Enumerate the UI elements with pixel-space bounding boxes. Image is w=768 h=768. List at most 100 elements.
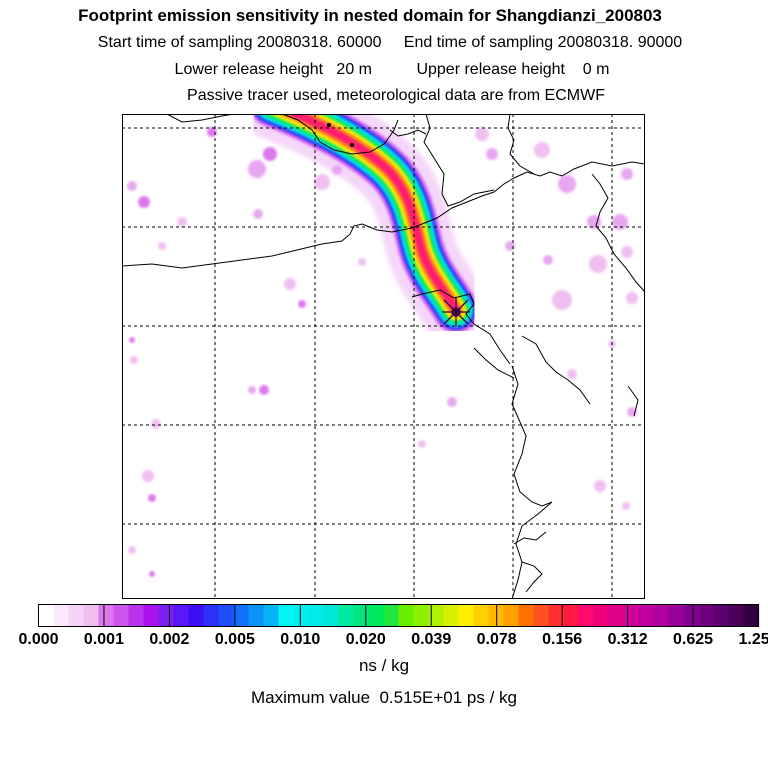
sensitivity-speckle <box>314 174 330 190</box>
sensitivity-speckle <box>534 142 550 158</box>
colorbar-tick-label: 0.312 <box>608 631 648 648</box>
colorbar-cell <box>428 604 445 627</box>
colorbar-unit: ns / kg <box>358 656 410 675</box>
sensitivity-speckle <box>158 242 166 250</box>
sensitivity-speckle <box>148 494 156 502</box>
sensitivity-speckle <box>128 546 136 554</box>
sensitivity-speckle <box>142 470 154 482</box>
sensitivity-speckle <box>127 181 137 191</box>
colorbar-cell <box>473 604 490 627</box>
emission-plume <box>238 114 491 345</box>
sensitivity-speckle <box>587 215 601 229</box>
colorbar-cell <box>203 604 220 627</box>
colorbar-cell <box>638 604 655 627</box>
colorbar-cell <box>683 604 700 627</box>
city-dot <box>350 143 354 147</box>
sensitivity-speckle <box>138 196 150 208</box>
colorbar-cell <box>443 604 460 627</box>
sensitivity-speckle <box>594 480 606 492</box>
sensitivity-speckle <box>263 147 277 161</box>
colorbar-cell <box>593 604 610 627</box>
sensitivity-speckle <box>543 255 553 265</box>
colorbar-cell <box>98 604 115 627</box>
sensitivity-speckle <box>253 209 263 219</box>
colorbar-cell <box>128 604 145 627</box>
colorbar-cell <box>728 604 745 627</box>
colorbar-cell <box>653 604 670 627</box>
map-gridlines <box>122 114 645 599</box>
map-title: Footprint emission sensitivity in nested… <box>78 6 662 25</box>
plume-band <box>285 114 460 314</box>
colorbar-cell <box>188 604 205 627</box>
colorbar-tick-label: 1.250 <box>738 631 768 648</box>
sensitivity-speckle <box>486 148 498 160</box>
colorbar-tick-label: 0.078 <box>477 631 517 648</box>
colorbar-tick-label: 0.020 <box>346 631 386 648</box>
tracer-info-line: Passive tracer used, meteorological data… <box>187 87 605 104</box>
colorbar-cell <box>608 604 625 627</box>
colorbar-cell <box>143 604 160 627</box>
colorbar-cell <box>218 604 235 627</box>
colorbar-tick-label: 0.156 <box>542 631 582 648</box>
colorbar-cell <box>248 604 265 627</box>
colorbar-cell <box>113 604 130 627</box>
colorbar-cell <box>518 604 535 627</box>
colorbar-cell <box>353 604 370 627</box>
sensitivity-speckle <box>622 502 630 510</box>
station-marker-icon <box>442 298 470 326</box>
colorbar-cell <box>293 604 310 627</box>
sensitivity-speckle <box>612 214 628 230</box>
colorbar-tick-label: 0.010 <box>280 631 320 648</box>
sensitivity-speckle <box>552 290 572 310</box>
colorbar-tick-label: 0.002 <box>149 631 189 648</box>
colorbar-tick-labels: 0.000 0.001 0.002 0.005 0.010 0.020 0.039 0.078… <box>18 631 768 648</box>
colorbar-tick-label: 0.000 <box>18 631 58 648</box>
colorbar-tick-label: 0.625 <box>673 631 713 648</box>
sensitivity-speckle <box>259 385 269 395</box>
colorbar-cell <box>368 604 385 627</box>
colorbar-cell <box>53 604 70 627</box>
colorbar-cell <box>68 604 85 627</box>
colorbar-cell <box>623 604 640 627</box>
colorbar-cell <box>338 604 355 627</box>
map-frame <box>122 114 645 599</box>
sensitivity-speckle <box>151 419 161 429</box>
colorbar-cell <box>578 604 595 627</box>
sensitivity-speckle <box>298 300 306 308</box>
colorbar-cell <box>563 604 580 627</box>
colorbar-cell <box>503 604 520 627</box>
release-height-line: Lower release height 20 m Upper release … <box>174 61 610 78</box>
sensitivity-speckle <box>418 440 426 448</box>
colorbar-cell <box>383 604 400 627</box>
sensitivity-speckle <box>621 168 633 180</box>
colorbar-cell <box>458 604 475 627</box>
sensitivity-speckle <box>284 278 296 290</box>
colorbar-tick-label: 0.039 <box>411 631 451 648</box>
colorbar-tick-label: 0.005 <box>215 631 255 648</box>
colorbar-tick-label: 0.001 <box>84 631 124 648</box>
colorbar-cell <box>173 604 190 627</box>
sensitivity-speckle <box>248 160 266 178</box>
maximum-value: Maximum value 0.515E+01 ps / kg <box>251 688 517 707</box>
colorbar-cell <box>158 604 175 627</box>
colorbar-cell <box>308 604 325 627</box>
colorbar-cell <box>698 604 715 627</box>
colorbar-cell <box>548 604 565 627</box>
colorbar: 0.000 0.001 0.002 0.005 0.010 0.020 0.039 0.078… <box>18 604 768 648</box>
colorbar-frame <box>38 604 759 627</box>
sensitivity-speckle <box>589 255 607 273</box>
city-dot <box>327 123 331 127</box>
colorbar-cell <box>533 604 550 627</box>
sensitivity-speckle <box>130 356 138 364</box>
sampling-time-line: Start time of sampling 20080318. 60000 E… <box>97 34 683 51</box>
sensitivity-speckle <box>129 337 135 343</box>
footprint-map <box>122 114 645 599</box>
sensitivity-speckle <box>475 127 489 141</box>
colorbar-cell <box>743 604 760 627</box>
colorbar-cell <box>413 604 430 627</box>
sensitivity-speckle <box>558 175 576 193</box>
colorbar-cell <box>323 604 340 627</box>
colorbar-separators <box>103 604 694 627</box>
colorbar-cells <box>38 604 760 627</box>
colorbar-cell <box>668 604 685 627</box>
